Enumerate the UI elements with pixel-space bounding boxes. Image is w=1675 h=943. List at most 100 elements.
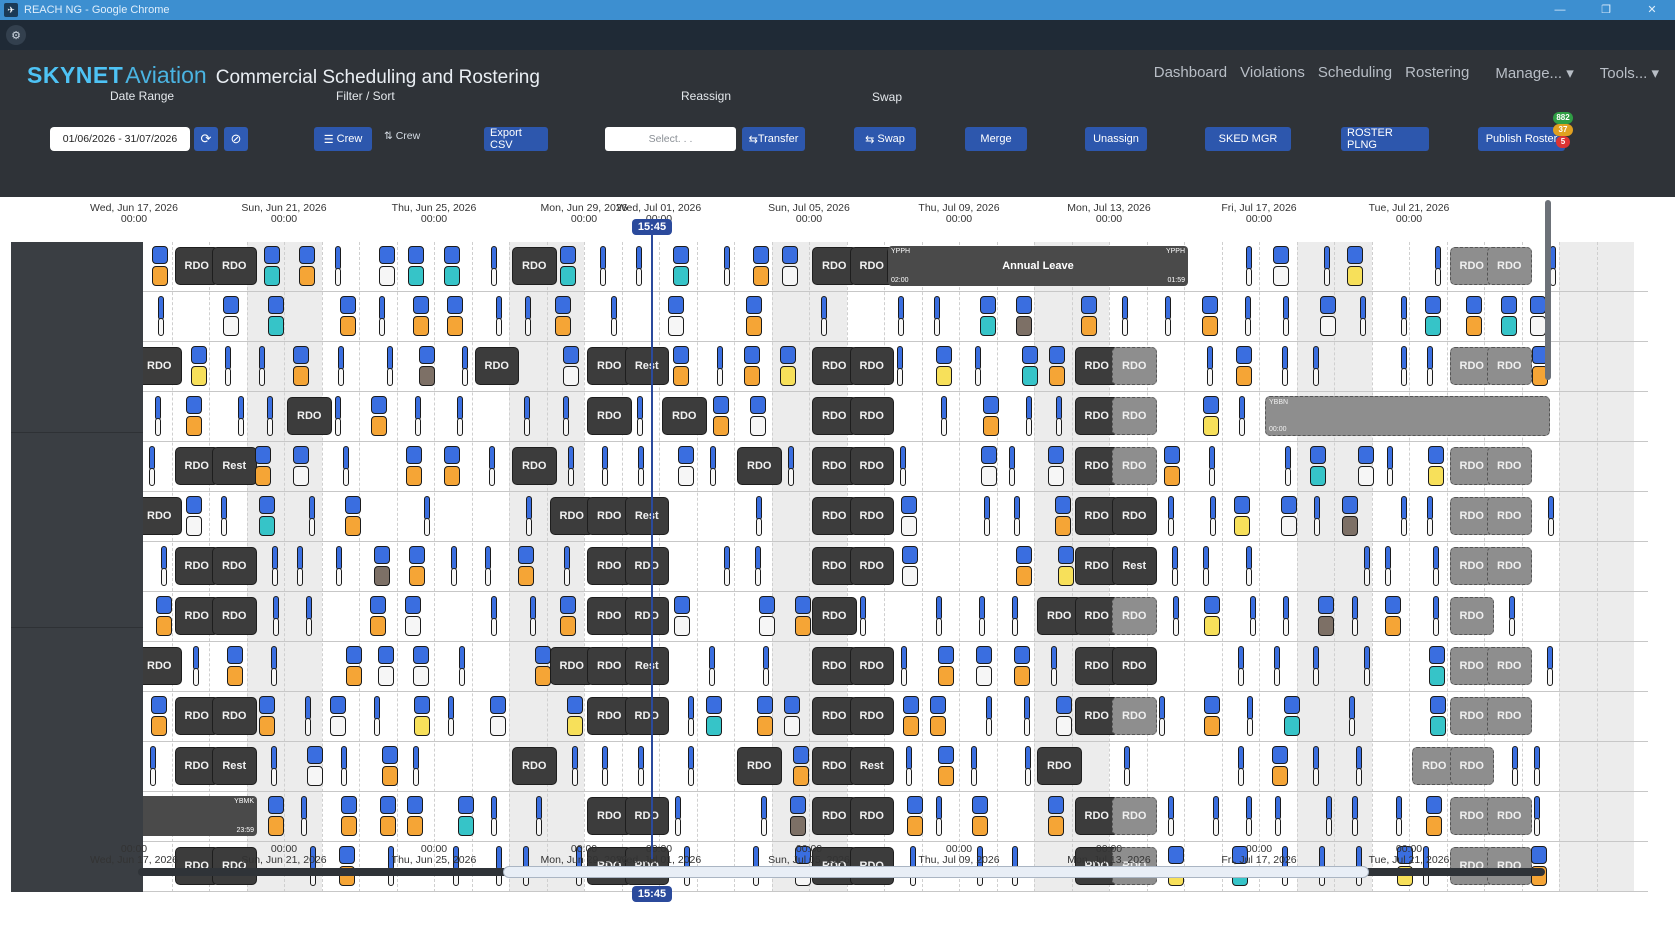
flight-duty[interactable] — [932, 796, 952, 838]
flight-duty[interactable] — [1397, 296, 1417, 338]
flight-duty[interactable] — [1047, 646, 1067, 688]
rdo-block[interactable]: RDO — [587, 697, 632, 735]
rdo-block[interactable]: RDO — [174, 247, 219, 285]
flight-duty[interactable] — [301, 696, 321, 738]
flight-duty[interactable] — [1242, 796, 1262, 838]
flight-duty[interactable] — [329, 696, 350, 738]
flight-duty[interactable] — [752, 246, 773, 288]
flight-duty[interactable] — [607, 296, 627, 338]
flight-duty[interactable] — [896, 446, 916, 488]
rdo-block[interactable]: RDO — [143, 647, 182, 685]
flight-duty[interactable] — [340, 296, 360, 338]
flight-duty[interactable] — [713, 396, 733, 438]
flight-duty[interactable] — [720, 546, 740, 588]
flight-duty[interactable] — [1014, 646, 1034, 688]
flight-duty[interactable] — [1057, 546, 1078, 588]
flight-duty[interactable] — [1429, 596, 1449, 638]
flight-duty[interactable] — [678, 446, 698, 488]
flight-duty[interactable] — [684, 696, 704, 738]
rdo-block[interactable]: RDO — [624, 597, 669, 635]
flight-duty[interactable] — [560, 546, 580, 588]
rdo-block[interactable]: RDO — [812, 647, 857, 685]
flight-duty[interactable] — [938, 646, 958, 688]
flight-duty[interactable] — [490, 696, 510, 738]
flight-duty[interactable] — [302, 596, 322, 638]
rdo-block[interactable]: RDO — [1074, 497, 1119, 535]
rest-block[interactable]: Rest — [212, 447, 257, 485]
flight-duty[interactable] — [1008, 596, 1028, 638]
flight-duty[interactable] — [1309, 346, 1329, 388]
flight-duty[interactable] — [1235, 396, 1255, 438]
transfer-button[interactable]: ⇆ Transfer — [742, 127, 805, 151]
flight-duty[interactable] — [221, 346, 241, 388]
rdo-block[interactable]: RDO — [287, 397, 332, 435]
flight-duty[interactable] — [413, 646, 433, 688]
flight-duty[interactable] — [633, 396, 653, 438]
rest-block[interactable]: Rest — [212, 747, 257, 785]
flight-duty[interactable] — [795, 596, 815, 638]
flight-duty[interactable] — [411, 396, 431, 438]
flight-duty[interactable] — [406, 796, 427, 838]
flight-duty[interactable] — [1022, 396, 1042, 438]
flight-duty[interactable] — [293, 546, 313, 588]
rdo-block[interactable]: RDO — [1449, 597, 1494, 635]
flight-duty[interactable] — [254, 446, 275, 488]
flight-duty[interactable] — [1272, 246, 1293, 288]
crew-row[interactable]: RDO RDO RDO RDO RDO RDO RDO RDO RDO — [143, 592, 1648, 642]
flight-duty[interactable] — [293, 446, 313, 488]
flight-duty[interactable] — [151, 396, 171, 438]
crew-row[interactable]: RDO Rest RDO RDO RDO RDO RDO RDO RDO RDO — [143, 442, 1648, 492]
flight-duty[interactable] — [634, 746, 654, 788]
flight-duty[interactable] — [1201, 296, 1222, 338]
rdo-block[interactable]: RDO — [812, 347, 857, 385]
flight-duty[interactable] — [673, 246, 693, 288]
flight-duty[interactable] — [186, 396, 206, 438]
rdo-block[interactable]: RDO — [1037, 747, 1082, 785]
flight-duty[interactable] — [307, 746, 327, 788]
flight-duty[interactable] — [1120, 746, 1140, 788]
flight-duty[interactable] — [370, 696, 390, 738]
nav-scheduling[interactable]: Scheduling — [1317, 64, 1393, 81]
flight-duty[interactable] — [1047, 446, 1068, 488]
crew-row[interactable]: RDO Rest RDO RDO RDO Rest RDO RDO RDO — [143, 742, 1648, 792]
rdo-block[interactable]: RDO — [1449, 747, 1494, 785]
flight-duty[interactable] — [378, 646, 398, 688]
rdo-block[interactable]: RDO — [812, 697, 857, 735]
flight-duty[interactable] — [893, 346, 913, 388]
flight-duty[interactable] — [1005, 446, 1025, 488]
flight-duty[interactable] — [217, 496, 237, 538]
flight-duty[interactable] — [1235, 346, 1256, 388]
flight-duty[interactable] — [379, 246, 399, 288]
rdo-block[interactable]: RDO — [624, 797, 669, 835]
rdo-block[interactable]: RDO — [512, 447, 557, 485]
rdo-block[interactable]: RDO — [1487, 547, 1532, 585]
flight-duty[interactable] — [1016, 296, 1036, 338]
flight-duty[interactable] — [331, 396, 351, 438]
flight-duty[interactable] — [408, 546, 429, 588]
flight-duty[interactable] — [907, 796, 927, 838]
flight-duty[interactable] — [267, 746, 287, 788]
flight-duty[interactable] — [375, 296, 395, 338]
rdo-block[interactable]: RDO — [1037, 597, 1082, 635]
rdo-block[interactable]: RDO — [849, 697, 894, 735]
flight-duty[interactable] — [894, 296, 914, 338]
flight-duty[interactable] — [186, 496, 206, 538]
flight-duty[interactable] — [980, 496, 1000, 538]
flight-duty[interactable] — [784, 446, 804, 488]
flight-duty[interactable] — [1392, 796, 1412, 838]
crew-row[interactable]: RDO RDO RDO Rest RDO RDO RDO RDO RDO RDO — [143, 642, 1648, 692]
flight-duty[interactable] — [1281, 446, 1301, 488]
rdo-block[interactable]: RDO — [1112, 347, 1157, 385]
flight-duty[interactable] — [902, 746, 922, 788]
flight-duty[interactable] — [781, 246, 802, 288]
rdo-block[interactable]: RDO — [587, 597, 632, 635]
flight-duty[interactable] — [937, 746, 958, 788]
flight-duty[interactable] — [1530, 796, 1550, 838]
flight-duty[interactable] — [151, 696, 171, 738]
rdo-block[interactable]: RDO — [1487, 447, 1532, 485]
flight-duty[interactable] — [152, 246, 172, 288]
rdo-block[interactable]: RDO — [1449, 647, 1494, 685]
flight-duty[interactable] — [568, 746, 588, 788]
flight-duty[interactable] — [481, 546, 501, 588]
rdo-block[interactable]: RDO — [1449, 447, 1494, 485]
